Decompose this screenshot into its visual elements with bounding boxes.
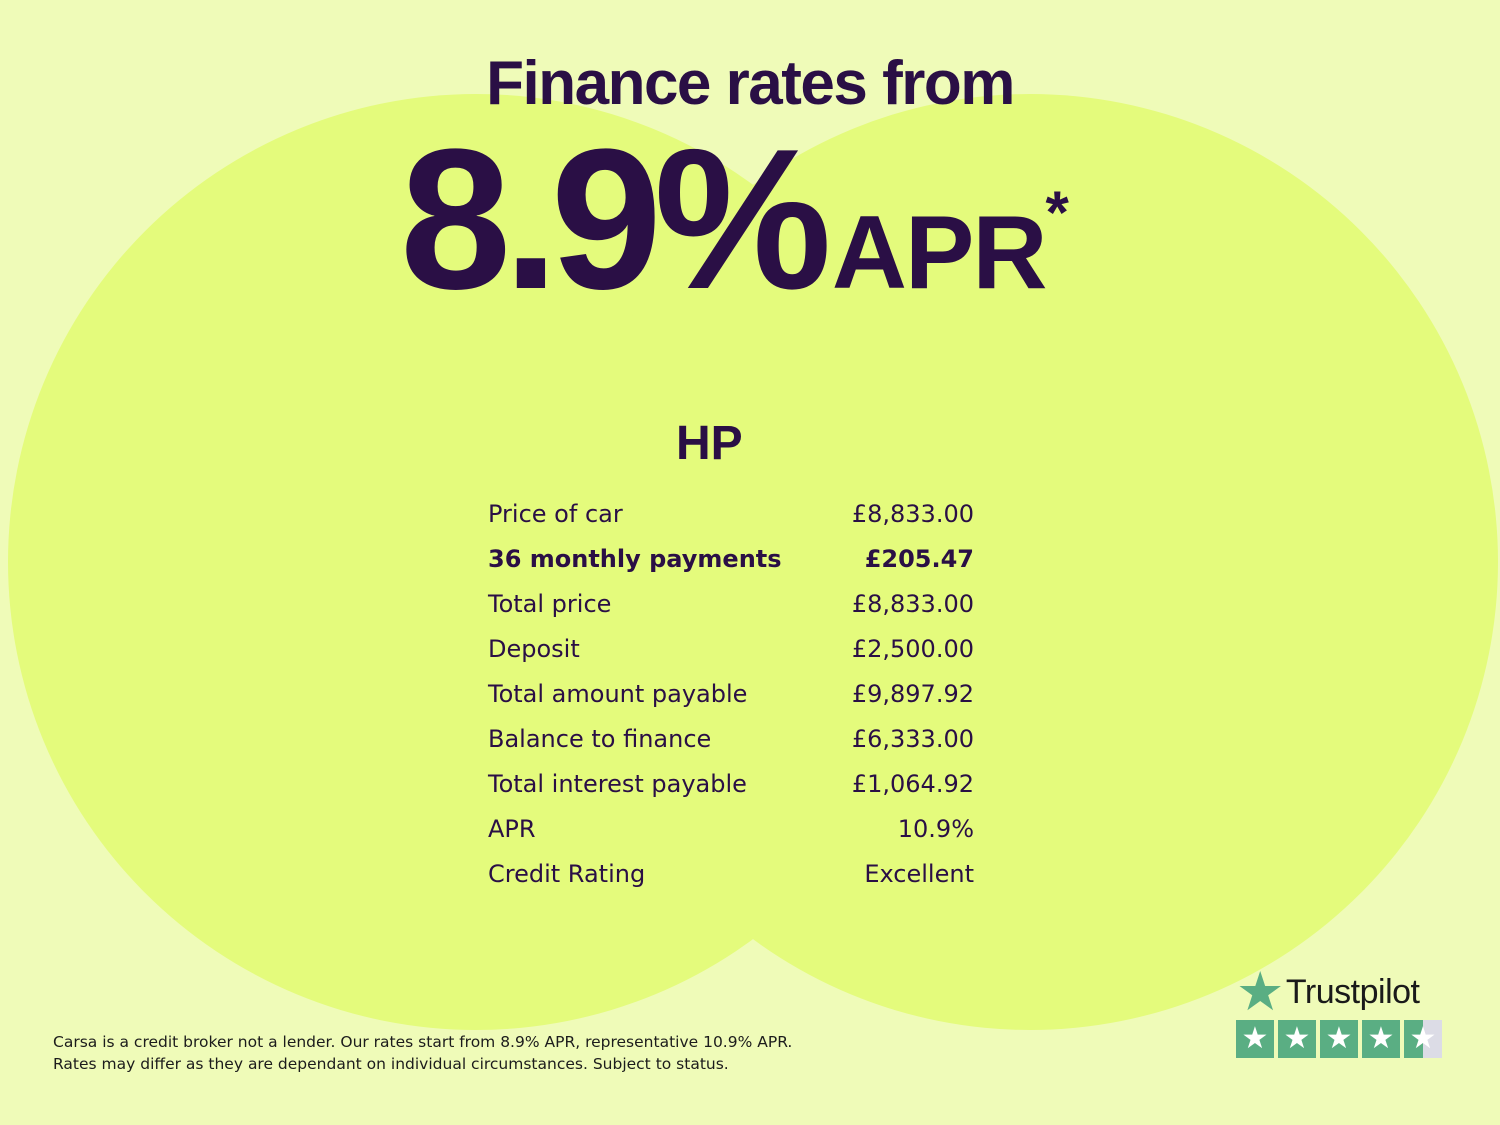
headline: Finance rates from <box>486 49 1015 118</box>
disclaimer: Carsa is a credit broker not a lender. O… <box>53 1031 792 1075</box>
row-value: £2,500.00 <box>851 635 974 663</box>
disclaimer-line-1: Carsa is a credit broker not a lender. O… <box>53 1033 793 1051</box>
row-value: £6,333.00 <box>851 725 974 753</box>
half-star-icon: ★ <box>1404 1020 1442 1058</box>
row-label: Balance to finance <box>488 725 712 753</box>
table-row: APR 10.9% <box>488 807 974 852</box>
trustpilot-star-icon: ★ <box>1236 962 1284 1022</box>
apr-label: APR <box>831 195 1048 311</box>
row-value: £1,064.92 <box>851 770 974 798</box>
trustpilot-rating: ★ ★ ★ ★ ★ <box>1236 1020 1442 1058</box>
table-row: Total interest payable £1,064.92 <box>488 762 974 807</box>
star-icon: ★ <box>1236 1020 1274 1058</box>
trustpilot-name: Trustpilot <box>1285 972 1420 1011</box>
star-icon: ★ <box>1278 1020 1316 1058</box>
row-value: £8,833.00 <box>851 500 974 528</box>
asterisk: * <box>1045 179 1069 246</box>
trustpilot-badge: ★ Trustpilot ★ ★ ★ ★ ★ <box>1236 962 1442 1058</box>
table-row: Balance to finance £6,333.00 <box>488 717 974 762</box>
table-row: Price of car £8,833.00 <box>488 492 974 537</box>
rate-value: 8.9% <box>400 108 832 331</box>
rate-display: 8.9%APR* <box>400 120 1069 320</box>
row-label: Total price <box>488 590 612 618</box>
table-row: Credit Rating Excellent <box>488 852 974 897</box>
row-value: Excellent <box>864 860 974 888</box>
row-value: £8,833.00 <box>851 590 974 618</box>
row-value: £205.47 <box>864 545 974 573</box>
row-label: Credit Rating <box>488 860 646 888</box>
table-row: Total price £8,833.00 <box>488 582 974 627</box>
row-label: 36 monthly payments <box>488 545 782 573</box>
table-row: Total amount payable £9,897.92 <box>488 672 974 717</box>
background-circle-right <box>562 94 1498 1030</box>
table-row: 36 monthly payments £205.47 <box>488 537 974 582</box>
row-label: Price of car <box>488 500 623 528</box>
disclaimer-line-2: Rates may differ as they are dependant o… <box>53 1055 729 1073</box>
star-icon: ★ <box>1320 1020 1358 1058</box>
product-title: HP <box>676 417 743 470</box>
star-icon: ★ <box>1362 1020 1400 1058</box>
row-value: 10.9% <box>897 815 974 843</box>
row-label: APR <box>488 815 536 843</box>
table-row: Deposit £2,500.00 <box>488 627 974 672</box>
row-label: Deposit <box>488 635 580 663</box>
row-label: Total amount payable <box>488 680 748 708</box>
row-label: Total interest payable <box>488 770 747 798</box>
finance-table: Price of car £8,833.00 36 monthly payments… <box>488 492 974 897</box>
row-value: £9,897.92 <box>851 680 974 708</box>
